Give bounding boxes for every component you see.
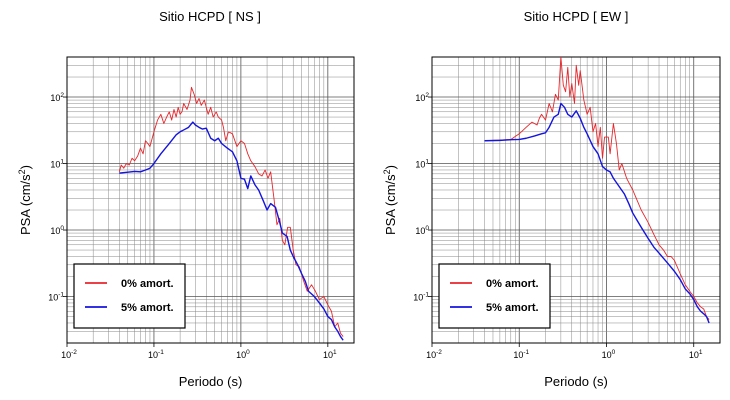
x-tick-label: 101 bbox=[689, 349, 703, 360]
series-line-damped bbox=[119, 121, 344, 341]
legend: 0% amort. 5% amort. bbox=[73, 263, 186, 329]
x-tick-label: 100 bbox=[236, 349, 250, 360]
y-tick-label: 102 bbox=[50, 92, 64, 103]
legend: 0% amort. 5% amort. bbox=[438, 263, 551, 329]
x-tick-label: 10-1 bbox=[148, 349, 164, 360]
chart-panel-ew: 10-2 10-1 100 101 10-1 100 101 102 Sitio HCPD [ … bbox=[382, 9, 721, 389]
series-line-undamped bbox=[484, 57, 710, 320]
chart-panel-ns: 10-2 10-1 100 101 10-1 100 101 102 Sitio HCPD [ … bbox=[17, 9, 355, 389]
x-tick-label: 10-1 bbox=[513, 349, 529, 360]
y-tick-label: 101 bbox=[415, 159, 429, 170]
x-tick-label: 10-2 bbox=[61, 349, 77, 360]
plot-frame bbox=[66, 56, 355, 344]
x-tick-label: 100 bbox=[602, 349, 616, 360]
x-tick-label: 101 bbox=[323, 349, 337, 360]
y-tick-label: 10-1 bbox=[48, 292, 64, 303]
legend-label: 0% amort. bbox=[121, 278, 174, 290]
series-line-damped bbox=[484, 102, 710, 324]
x-axis-label: Periodo (s) bbox=[179, 374, 243, 389]
y-tick-label: 100 bbox=[415, 225, 429, 236]
legend-label: 0% amort. bbox=[486, 278, 539, 290]
chart-title: Sitio HCPD [ EW ] bbox=[524, 9, 629, 24]
legend-box bbox=[438, 263, 551, 329]
y-tick-label: 100 bbox=[50, 225, 64, 236]
legend-box bbox=[73, 263, 186, 329]
plot-frame bbox=[431, 56, 721, 344]
y-tick-label: 101 bbox=[50, 159, 64, 170]
legend-label: 5% amort. bbox=[486, 302, 539, 314]
series-line-undamped bbox=[118, 86, 344, 337]
y-tick-label: 10-1 bbox=[413, 292, 429, 303]
y-tick-label: 102 bbox=[415, 92, 429, 103]
legend-label: 5% amort. bbox=[121, 302, 174, 314]
x-axis-label: Periodo (s) bbox=[544, 374, 608, 389]
y-axis-label: PSA (cm/s2) bbox=[382, 165, 398, 235]
y-axis-label: PSA (cm/s2) bbox=[17, 165, 33, 235]
x-tick-label: 10-2 bbox=[426, 349, 442, 360]
chart-title: Sitio HCPD [ NS ] bbox=[159, 9, 261, 24]
